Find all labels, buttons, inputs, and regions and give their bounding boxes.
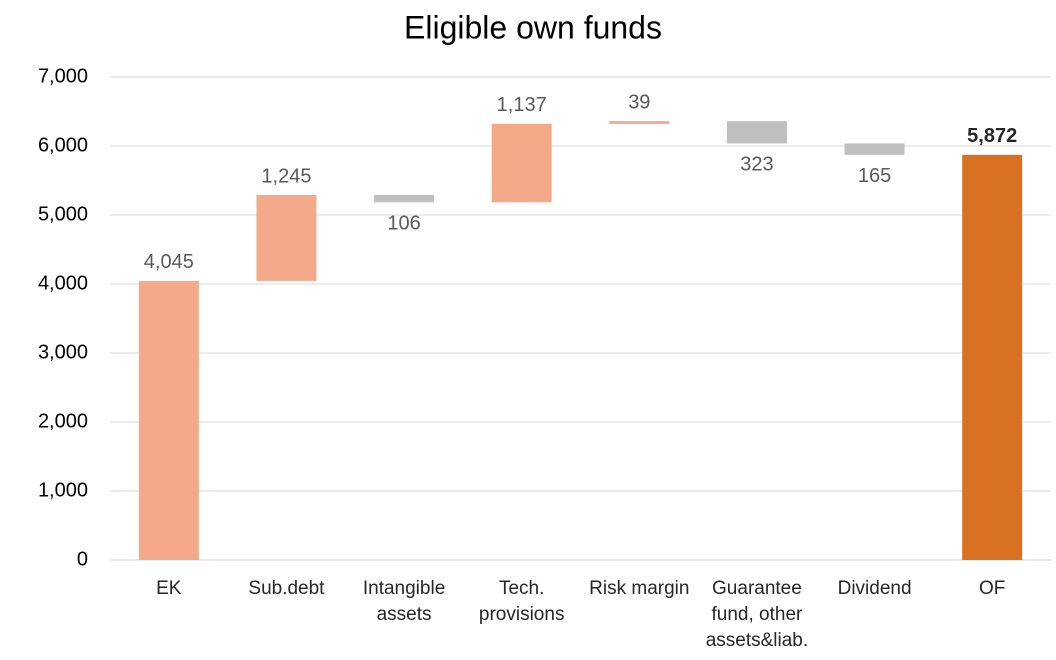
bar [256, 194, 317, 281]
y-tick-label: 7,000 [38, 65, 88, 87]
bar [374, 194, 435, 203]
y-tick-label: 1,000 [38, 479, 88, 501]
x-tick-label: Guarantee fund, other assets&liab. [705, 578, 809, 651]
bar [138, 280, 199, 560]
bar [844, 143, 905, 155]
y-tick-label: 4,000 [38, 272, 88, 294]
value-label: 165 [858, 165, 891, 187]
value-label: 1,245 [261, 165, 311, 187]
y-tick-label: 0 [77, 548, 88, 570]
x-tick-label: Dividend [837, 578, 912, 599]
value-label: 323 [740, 154, 773, 176]
x-tick-label: EK [156, 578, 182, 599]
bar [609, 121, 670, 124]
x-tick-label: Intangible assets [362, 578, 446, 625]
chart-title: Eligible own funds [404, 9, 662, 45]
y-tick-label: 3,000 [38, 341, 88, 363]
value-label: 1,137 [497, 94, 547, 116]
x-tick-label: Tech. provisions [478, 578, 565, 625]
y-tick-label: 5,000 [38, 203, 88, 225]
x-tick-label: Sub.debt [248, 578, 325, 599]
value-label: 4,045 [144, 251, 194, 273]
x-tick-label: OF [978, 578, 1006, 599]
value-label: 106 [387, 213, 420, 235]
bar [491, 123, 552, 203]
value-label: 39 [628, 91, 650, 113]
bar [962, 154, 1023, 560]
y-tick-label: 2,000 [38, 410, 88, 432]
x-tick-label: Risk margin [589, 578, 690, 599]
bar [726, 121, 787, 144]
value-label: 5,872 [967, 125, 1017, 147]
y-tick-label: 6,000 [38, 134, 88, 156]
